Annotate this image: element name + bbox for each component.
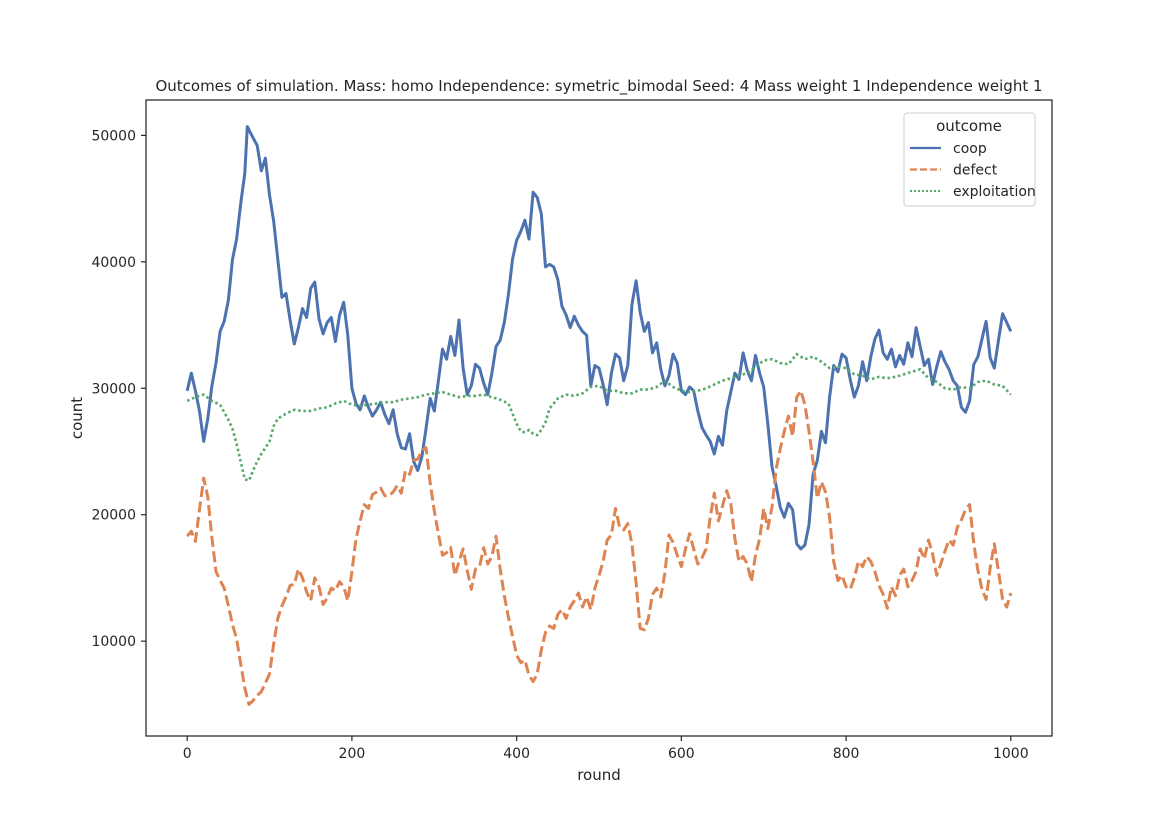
- x-tick-label: 0: [183, 746, 192, 762]
- x-tick-label: 1000: [993, 746, 1029, 762]
- series-layer: [185, 125, 1013, 706]
- x-tick-label: 400: [503, 746, 530, 762]
- legend-label-coop: coop: [953, 141, 987, 157]
- series-line-exploitation: [186, 352, 1012, 482]
- y-tick-label: 20000: [91, 508, 136, 524]
- chart-title: Outcomes of simulation. Mass: homo Indep…: [155, 77, 1042, 96]
- x-axis-label: round: [577, 766, 621, 784]
- plot-frame: [145, 99, 1053, 737]
- legend-label-exploitation: exploitation: [953, 184, 1036, 200]
- x-tick-label: 600: [668, 746, 695, 762]
- legend-box: [903, 112, 1036, 207]
- y-tick-label: 50000: [91, 128, 136, 144]
- x-tick-label: 200: [339, 746, 366, 762]
- y-tick-label: 10000: [91, 634, 136, 650]
- y-tick-label: 40000: [91, 255, 136, 271]
- legend-entries: coop defect exploitation: [910, 141, 1036, 200]
- series-line-coop: [185, 125, 1013, 551]
- y-axis-ticks: 10000 20000 30000 40000 50000: [91, 128, 146, 650]
- x-tick-label: 800: [833, 746, 860, 762]
- x-axis-ticks: 0 200 400 600 800 1000: [183, 736, 1029, 762]
- legend-title: outcome: [936, 117, 1002, 135]
- series-line-defect: [186, 389, 1013, 706]
- legend-label-defect: defect: [953, 163, 998, 179]
- legend: outcome coop defect exploitation: [903, 112, 1036, 207]
- y-tick-label: 30000: [91, 381, 136, 397]
- y-axis-label: count: [68, 397, 86, 439]
